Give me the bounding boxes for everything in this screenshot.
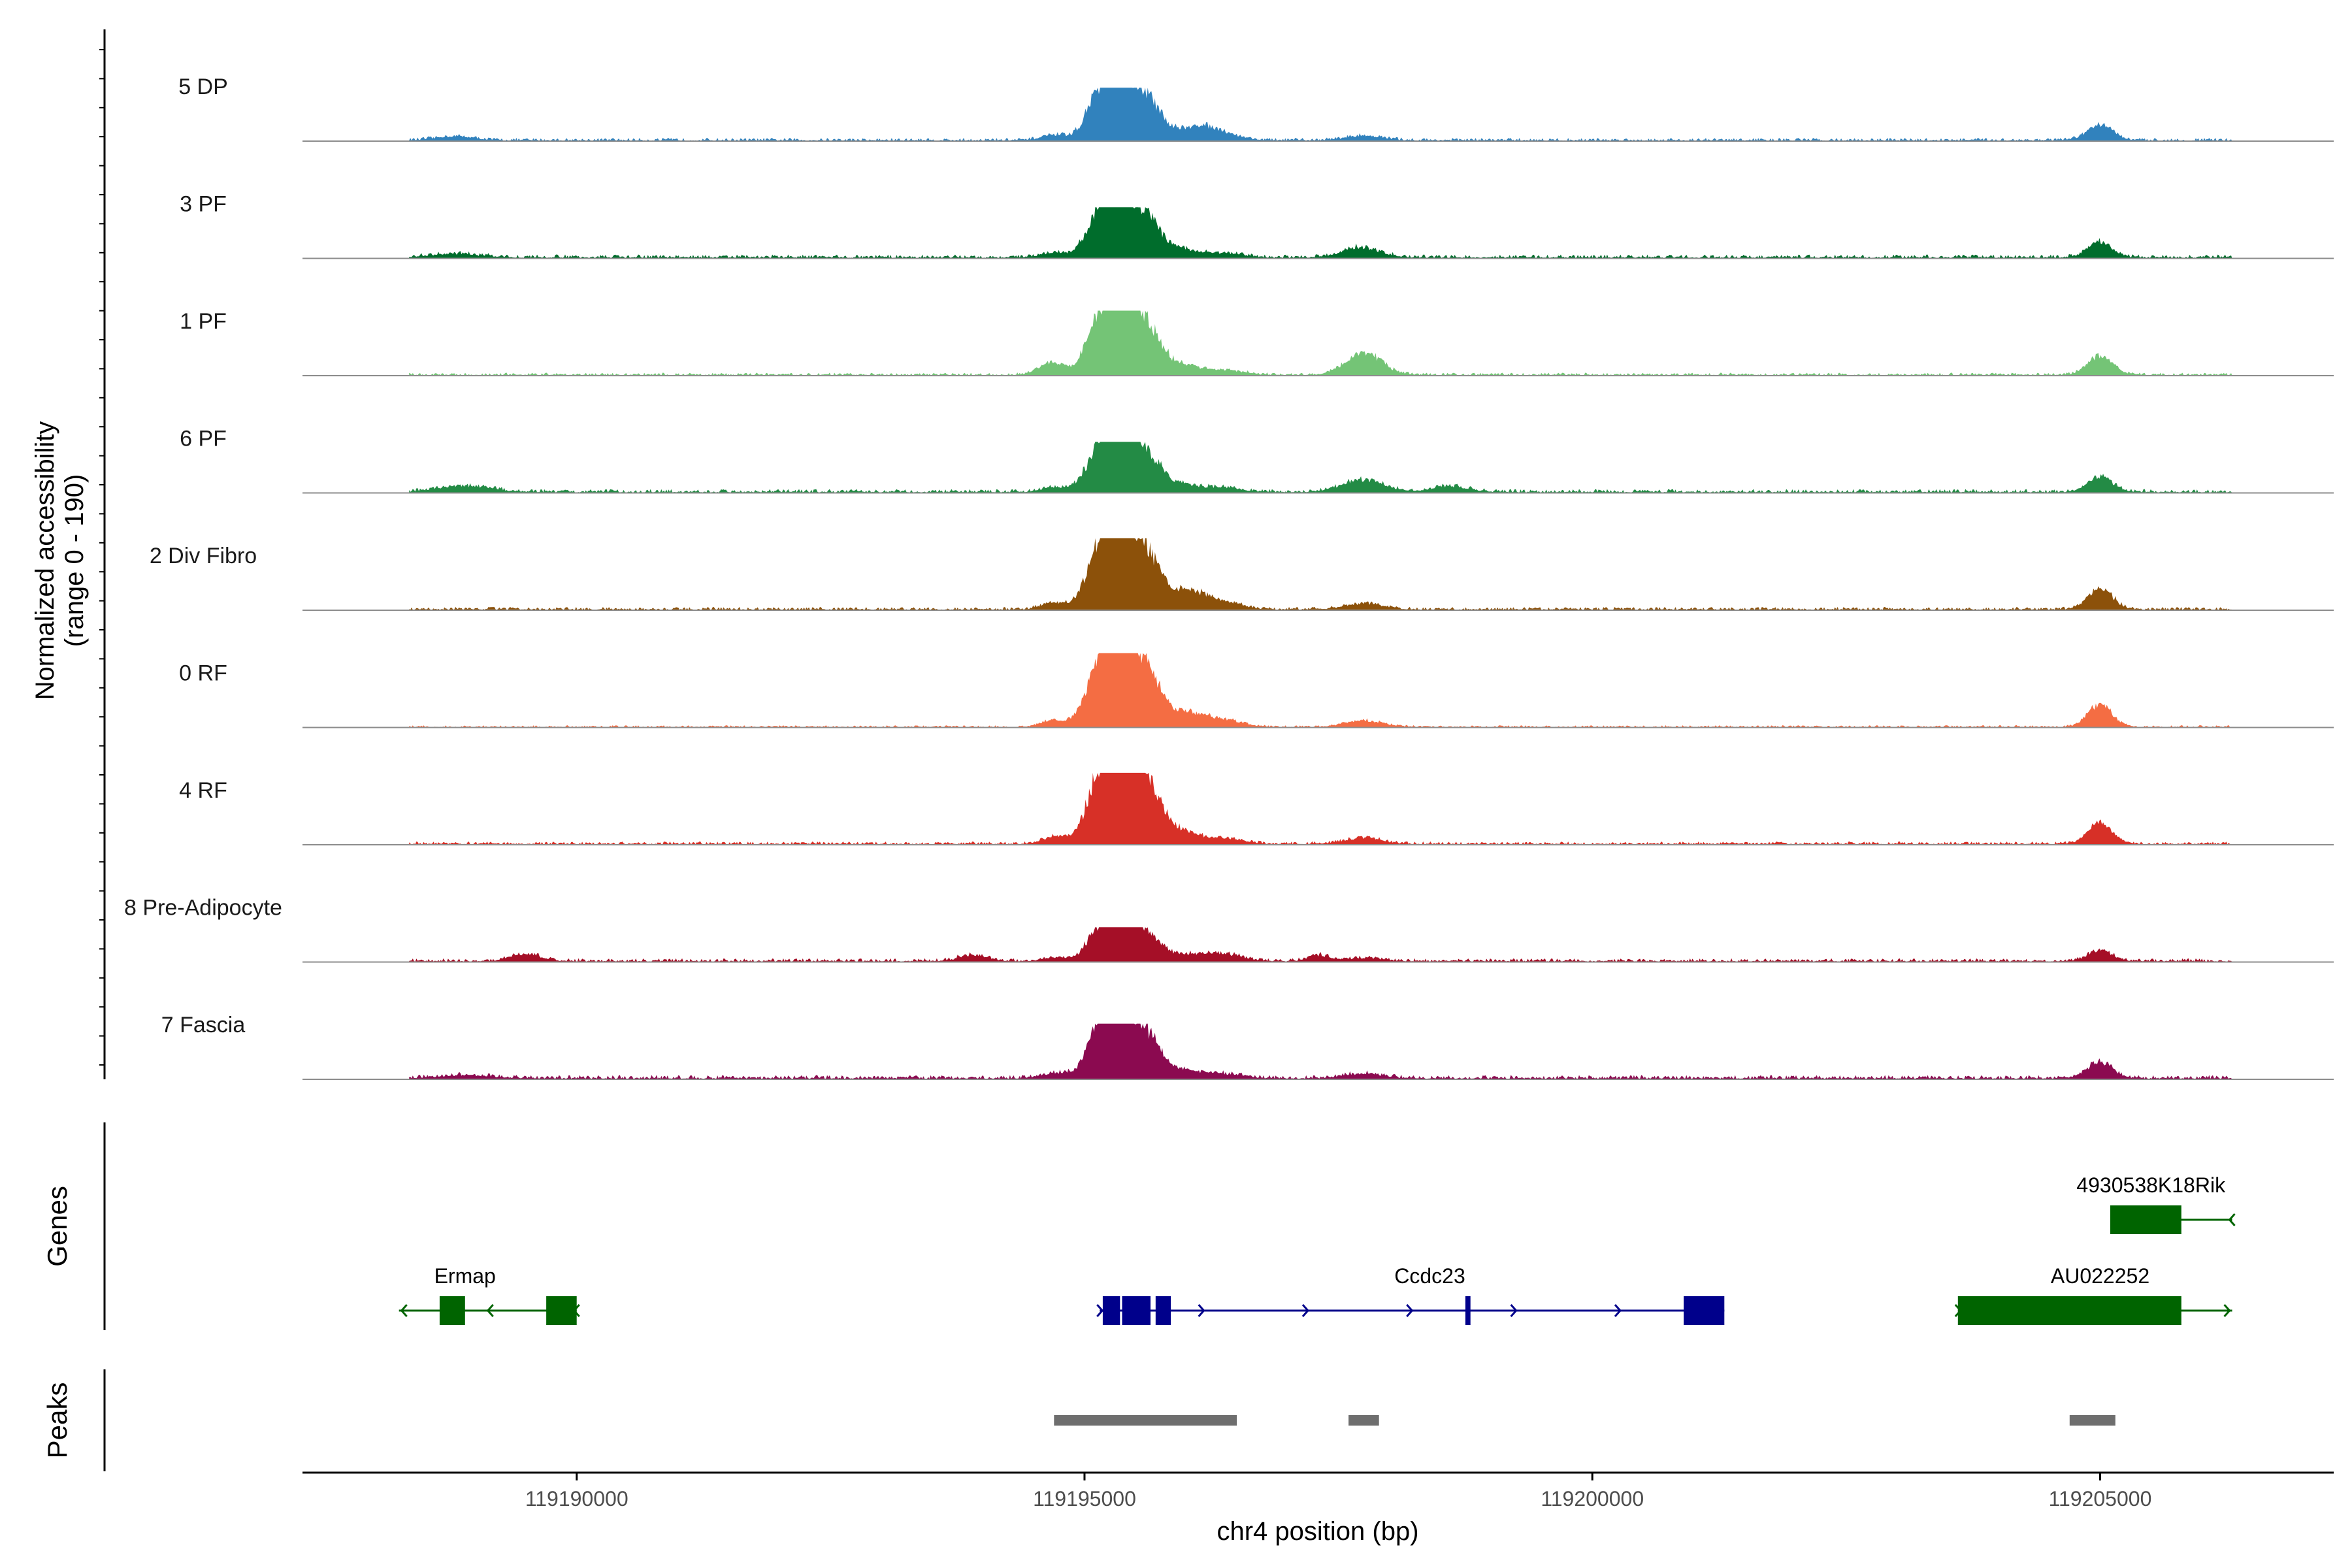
gene: 4930538K18Rik (2076, 1173, 2236, 1234)
peak-region (2069, 1415, 2115, 1426)
strand-arrow (1406, 1304, 1414, 1317)
exon (2110, 1205, 2181, 1234)
coverage-area (409, 310, 2232, 376)
x-tick-label: 119200000 (1541, 1487, 1644, 1511)
coverage-area (409, 927, 2232, 962)
peaks-panel-title: Peaks (42, 1382, 73, 1459)
strand-arrow (1096, 1304, 1104, 1317)
gene: Ermap (399, 1264, 580, 1325)
exon (1684, 1296, 1725, 1325)
x-tick-label: 119195000 (1033, 1487, 1136, 1511)
coverage-track: 1 PF (180, 309, 2334, 376)
coverage-track: 2 Div Fibro (150, 538, 2334, 611)
gene-annotation-track: Ermap Ccdc23 AU022252 4930538K18Rik (399, 1173, 2236, 1325)
track-label: 3 PF (180, 192, 227, 217)
peak-region (1348, 1415, 1379, 1426)
exon (546, 1296, 577, 1325)
coverage-area (409, 538, 2232, 610)
track-label: 4 RF (179, 778, 227, 803)
coverage-track: 6 PF (180, 427, 2334, 494)
coverage-track: 7 Fascia (161, 1013, 2334, 1080)
coverage-track: 0 RF (179, 653, 2334, 728)
gene-label: 4930538K18Rik (2076, 1173, 2226, 1197)
exon (1465, 1296, 1471, 1325)
coverage-track: 4 RF (179, 772, 2334, 845)
exon (1102, 1296, 1120, 1325)
gene: AU022252 (1954, 1264, 2232, 1325)
strand-arrow (1198, 1304, 1205, 1317)
strand-arrow (486, 1304, 494, 1317)
coverage-area (409, 442, 2232, 493)
coverage-area (409, 1023, 2232, 1079)
gene-label: Ermap (434, 1264, 496, 1288)
strand-arrow (1614, 1304, 1622, 1317)
exon (1155, 1296, 1171, 1325)
genes-panel-title: Genes (42, 1186, 73, 1267)
y-axis-subtitle: (range 0 - 190) (60, 474, 89, 647)
strand-arrow (2228, 1213, 2236, 1226)
coverage-track: 3 PF (180, 192, 2334, 259)
gene-label: AU022252 (2051, 1264, 2149, 1288)
gene: Ccdc23 (1096, 1264, 1725, 1325)
x-axis-ticks: 119190000 119195000 119200000 119205000 (525, 1473, 2152, 1511)
coverage-area (409, 653, 2232, 728)
peak-region (1054, 1415, 1237, 1426)
track-label: 2 Div Fibro (150, 544, 257, 568)
coverage-track: 5 DP (178, 74, 2334, 142)
track-label: 0 RF (179, 661, 227, 686)
coverage-area (409, 88, 2232, 141)
track-label: 1 PF (180, 309, 227, 334)
peaks-track (1054, 1415, 2115, 1426)
track-label: 7 Fascia (161, 1013, 246, 1037)
coverage-track: 8 Pre-Adipocyte (124, 896, 2334, 963)
x-tick-label: 119190000 (525, 1487, 629, 1511)
strand-arrow (400, 1304, 408, 1317)
coverage-tracks: 5 DP 3 PF 1 PF 6 PF 2 Div Fibro 0 RF 4 RF 8 Pre… (124, 74, 2334, 1080)
x-tick-label: 119205000 (2049, 1487, 2152, 1511)
strand-arrow (1510, 1304, 1518, 1317)
exon (1122, 1296, 1151, 1325)
coverage-area (409, 207, 2232, 259)
coverage-y-ticks (99, 49, 105, 1066)
gene-label: Ccdc23 (1394, 1264, 1465, 1288)
y-axis-title: Normalized accessibility (31, 421, 59, 700)
strand-arrow (2223, 1304, 2231, 1317)
track-label: 8 Pre-Adipocyte (124, 896, 282, 921)
exon (1957, 1296, 2181, 1325)
x-axis-title: chr4 position (bp) (1217, 1517, 1418, 1546)
track-label: 6 PF (180, 427, 227, 451)
track-label: 5 DP (178, 74, 228, 99)
exon (439, 1296, 465, 1325)
coverage-area (409, 772, 2232, 845)
strand-arrow (1301, 1304, 1309, 1317)
